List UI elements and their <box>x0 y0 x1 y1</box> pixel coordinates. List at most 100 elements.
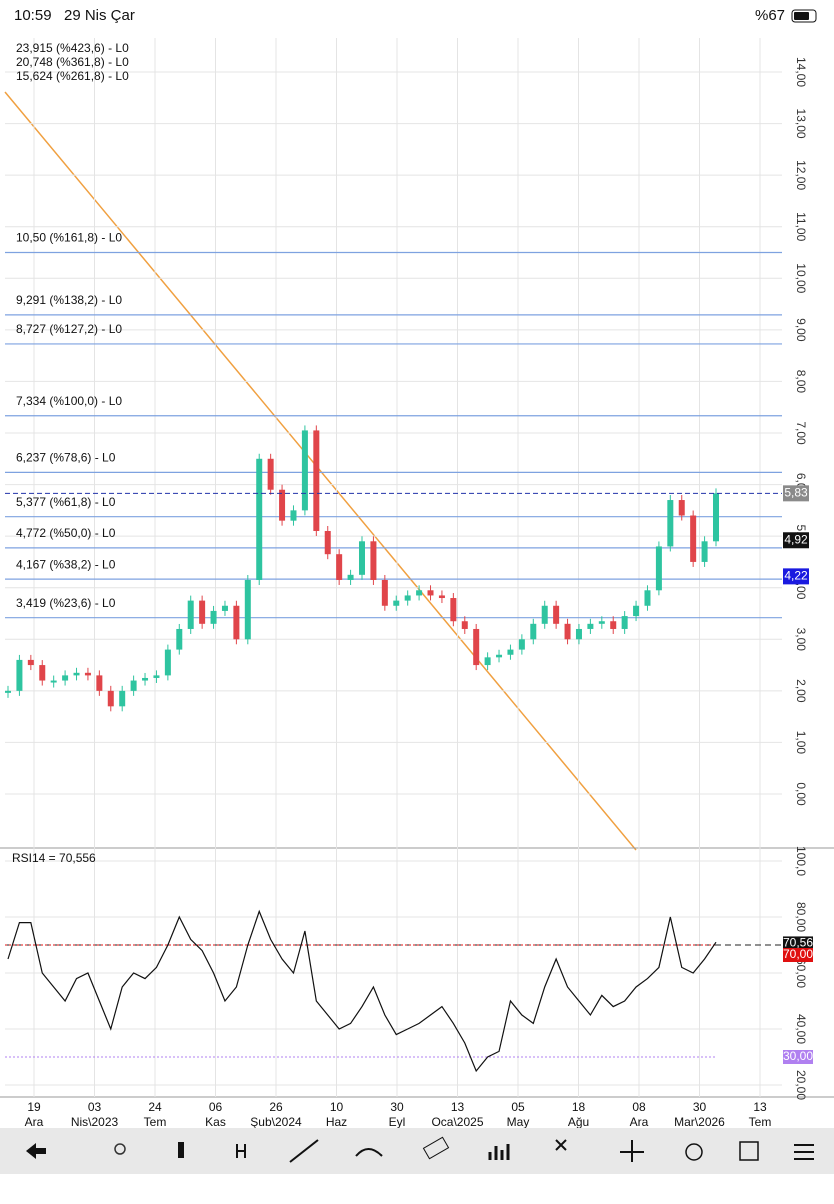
x-tick-label: 18 Ağu <box>568 1100 589 1129</box>
candle <box>336 554 343 580</box>
rsi-tick-label: 100,0 <box>794 846 808 876</box>
x-tick-line: Oca\2025 <box>431 1115 483 1129</box>
candle <box>610 621 617 629</box>
x-tick-line: 05 <box>511 1100 525 1114</box>
ruler-button[interactable] <box>422 1136 450 1160</box>
rsi-tag <box>783 936 813 951</box>
rsi-tag <box>783 1050 813 1064</box>
alarm-button[interactable] <box>685 1143 703 1161</box>
candle <box>164 649 171 676</box>
candle <box>233 605 240 640</box>
rsi-tick-label: 20,00 <box>794 1070 808 1100</box>
trend-line <box>4 91 637 851</box>
candle <box>553 605 560 624</box>
price-tag-label: 4,22 <box>784 569 808 583</box>
candle <box>176 628 183 650</box>
y-tick-label: 10,00 <box>794 263 808 293</box>
fib-label: 9,291 (%138,2) - L0 <box>16 293 122 307</box>
candle <box>267 458 274 490</box>
x-tick-label: 13 Tem <box>749 1100 772 1129</box>
candle <box>210 610 217 624</box>
fib-label: 20,748 (%361,8) - L0 <box>16 55 129 69</box>
toolbar <box>0 1128 834 1174</box>
candle <box>84 672 91 676</box>
x-tick-label: 19 Ara <box>25 1100 44 1129</box>
x-tick-line: 03 <box>88 1100 102 1114</box>
x-tick-line: 30 <box>390 1100 404 1114</box>
y-tick-label: 9,00 <box>794 318 808 342</box>
x-tick-line: 24 <box>148 1100 162 1114</box>
candle <box>575 628 582 640</box>
candle <box>199 600 206 624</box>
candle <box>359 541 365 575</box>
candle <box>107 690 114 707</box>
x-tick-label: 30 Mar\2026 <box>674 1100 725 1129</box>
trendline-button[interactable] <box>289 1139 319 1163</box>
candle <box>221 605 228 611</box>
price-tag <box>783 532 809 549</box>
candle <box>484 657 491 666</box>
candle <box>473 628 480 666</box>
rsi-line <box>7 909 717 1073</box>
price-tag <box>783 568 809 585</box>
x-tick-line: Şub\2024 <box>250 1115 302 1129</box>
candle <box>347 574 354 580</box>
x-tick-line: Ara <box>630 1115 649 1129</box>
y-tick-label: 3,00 <box>794 628 808 652</box>
y-tick-label: 12,00 <box>794 160 808 190</box>
candle <box>416 590 423 596</box>
indicator-button[interactable] <box>355 1148 383 1157</box>
bars-button[interactable] <box>488 1144 510 1160</box>
x-tick-line: Eyl <box>389 1115 406 1129</box>
edit-button[interactable] <box>739 1141 759 1161</box>
search-button[interactable] <box>114 1143 126 1155</box>
x-tick-line: 19 <box>27 1100 41 1114</box>
x-tick-line: Tem <box>144 1115 167 1129</box>
candle-button[interactable] <box>178 1142 184 1158</box>
rsi-title: RSI14 = 70,556 <box>12 851 96 865</box>
x-tick-line: 06 <box>209 1100 223 1114</box>
x-tick-line: Tem <box>749 1115 772 1129</box>
y-tick-label: 0,00 <box>794 782 808 806</box>
candle <box>404 595 411 601</box>
candle <box>518 639 525 650</box>
fib-label: 23,915 (%423,6) - L0 <box>16 41 129 55</box>
candle <box>39 665 46 681</box>
y-tick-label: 13,00 <box>794 109 808 139</box>
fib-label: 5,377 (%61,8) - L0 <box>16 495 116 509</box>
crosshair-button[interactable] <box>620 1140 644 1162</box>
candle <box>244 579 251 640</box>
candle <box>370 541 377 580</box>
y-tick-label: 2,00 <box>794 679 808 703</box>
candle <box>678 500 685 516</box>
candle <box>507 649 514 655</box>
battery-icon <box>791 9 817 23</box>
fib-label: 8,727 (%127,2) - L0 <box>16 322 122 336</box>
candle <box>96 675 103 691</box>
candle <box>713 493 719 542</box>
fib-label: 7,334 (%100,0) - L0 <box>16 394 122 408</box>
candle <box>427 590 434 596</box>
x-tick-line: 18 <box>572 1100 586 1114</box>
x-tick-line: May <box>507 1115 530 1129</box>
back-button[interactable] <box>26 1143 46 1159</box>
menu-button[interactable] <box>794 1144 814 1160</box>
status-date: 29 Nis Çar <box>64 7 135 24</box>
candle <box>301 430 308 511</box>
candle <box>50 680 57 683</box>
rsi-tag-label: 70,00 <box>783 947 813 961</box>
x-tick-label: 30 Eyl <box>389 1100 406 1129</box>
candle <box>621 616 628 629</box>
x-tick-label: 10 Haz <box>326 1100 347 1129</box>
fib-label: 4,167 (%38,2) - L0 <box>16 557 116 571</box>
candle <box>119 690 126 707</box>
delete-all-button[interactable] <box>555 1139 567 1151</box>
x-tick-label: 13 Oca\2025 <box>431 1100 483 1129</box>
fib-label: 4,772 (%50,0) - L0 <box>16 526 116 540</box>
hline-button[interactable] <box>236 1144 246 1158</box>
price-tag <box>783 485 809 502</box>
price-tag-label: 4,92 <box>784 532 808 546</box>
candle <box>598 621 605 624</box>
candle <box>290 510 297 521</box>
x-tick-label: 08 Ara <box>630 1100 649 1129</box>
